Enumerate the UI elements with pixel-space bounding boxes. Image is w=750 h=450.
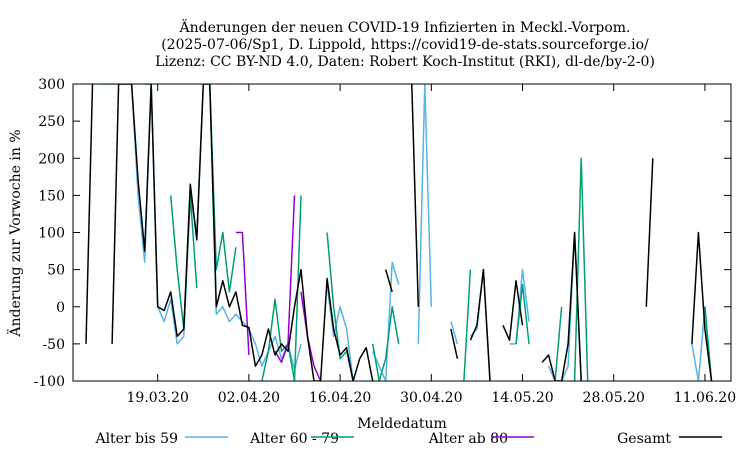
y-tick-label: 200 xyxy=(38,151,65,167)
y-axis: -100 -50 0 50 100 150 200 250 300 xyxy=(34,77,731,390)
chart-title-line-3: Lizenz: CC BY-ND 4.0, Daten: Robert Koch… xyxy=(155,54,655,70)
x-tick-label: 19.03.20 xyxy=(127,390,189,406)
x-tick-label: 02.04.20 xyxy=(218,390,280,406)
series-2 xyxy=(144,84,713,381)
legend-label: Alter bis 59 xyxy=(94,431,178,447)
legend-item: Gesamt xyxy=(617,431,722,447)
y-tick-label: 0 xyxy=(56,300,65,316)
legend-item: Alter 60 - 79 xyxy=(249,431,354,447)
y-tick-label: 50 xyxy=(47,263,65,279)
series-line xyxy=(85,84,713,381)
legend-label: Gesamt xyxy=(617,431,671,447)
legend: Alter bis 59 Alter 60 - 79 Alter ab 80 Gesa… xyxy=(94,431,722,447)
legend-label: Alter ab 80 xyxy=(428,431,508,447)
chart-title-line-1: Änderungen der neuen COVID-19 Infizierte… xyxy=(178,18,630,36)
y-tick-label: 300 xyxy=(38,77,65,93)
x-tick-label: 28.05.20 xyxy=(583,390,645,406)
series-line xyxy=(144,84,713,381)
x-tick-label: 14.05.20 xyxy=(491,390,553,406)
x-tick-label: 30.04.20 xyxy=(400,390,462,406)
y-tick-label: -50 xyxy=(42,337,65,353)
y-tick-label: 150 xyxy=(38,188,65,204)
series-layer xyxy=(85,84,713,381)
series-line xyxy=(235,195,322,381)
chart-title-line-2: (2025-07-06/Sp1, D. Lippold, https://cov… xyxy=(161,37,649,53)
legend-item: Alter ab 80 xyxy=(428,431,534,447)
series-1 xyxy=(99,84,713,381)
chart-title: Änderungen der neuen COVID-19 Infizierte… xyxy=(155,18,655,70)
x-axis-label: Meldedatum xyxy=(357,416,447,432)
series-line xyxy=(99,84,713,381)
x-axis: 19.03.20 02.04.20 16.04.20 30.04.20 14.05.20… xyxy=(127,84,736,406)
legend-label: Alter 60 - 79 xyxy=(249,431,339,447)
series-4 xyxy=(85,84,713,381)
y-tick-label: 250 xyxy=(38,114,65,130)
x-tick-label: 11.06.20 xyxy=(674,390,736,406)
legend-item: Alter bis 59 xyxy=(94,431,228,447)
y-axis-label: Änderung zur Vorwoche in % xyxy=(6,129,24,337)
series-3 xyxy=(235,195,322,381)
y-tick-label: 100 xyxy=(38,226,65,242)
plot-frame xyxy=(72,83,732,382)
y-tick-label: -100 xyxy=(34,374,65,390)
x-tick-label: 16.04.20 xyxy=(309,390,371,406)
